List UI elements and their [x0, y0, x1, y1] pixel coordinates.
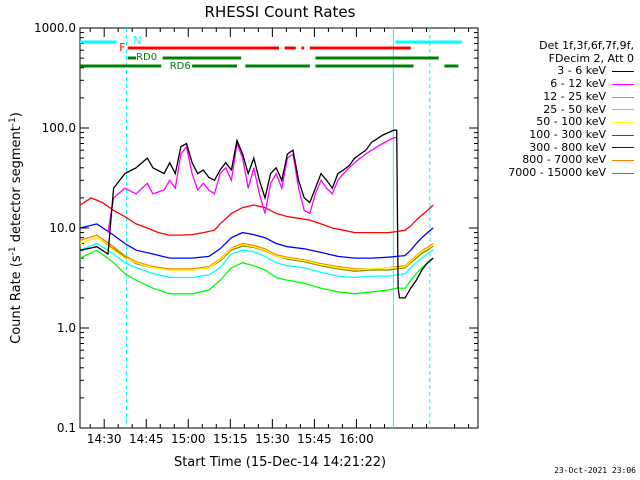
flare-flag-label: F	[119, 41, 125, 54]
series-line-2	[79, 249, 434, 295]
x-tick-label: 15:30	[255, 432, 290, 446]
legend-header-text-2: FDecim 2, Att 0	[548, 51, 634, 65]
generation-timestamp: 23-Oct-2021 23:06	[554, 466, 636, 475]
legend-entry: 3 - 6 keV	[478, 65, 634, 78]
legend-swatch	[612, 109, 634, 111]
x-tick-label: 15:00	[171, 432, 206, 446]
y-axis-label-sup2: -1	[8, 117, 18, 126]
legend-entry: 800 - 7000 keV	[478, 154, 634, 167]
legend-header-line-1: Det 1f,3f,6f,7f,9f,	[478, 39, 634, 53]
legend-entry: 300 - 800 keV	[478, 140, 634, 155]
x-tick-label: 15:45	[297, 432, 332, 446]
legend-entry: 50 - 100 keV	[478, 116, 634, 129]
y-axis-label-sup1: -1	[8, 246, 18, 255]
legend-entry-label: 100 - 300 keV	[529, 127, 606, 141]
y-axis-label-end: )	[9, 112, 24, 117]
x-tick-label: 14:45	[129, 432, 164, 446]
y-tick-label: 1.0	[57, 321, 76, 335]
series-line-3	[79, 242, 434, 279]
y-axis-label-main: Count Rate (s	[9, 255, 24, 344]
series-line-7	[79, 234, 434, 270]
series-line-6	[79, 223, 434, 259]
legend-entry: 100 - 300 keV	[478, 127, 634, 142]
series-line-5	[79, 197, 434, 236]
x-tick-label: 15:15	[213, 432, 248, 446]
y-tick-label: 0.1	[57, 421, 76, 435]
rd6-flag-label: RD6	[170, 61, 191, 72]
y-axis-label: Count Rate (s-1 detector segment-1)	[8, 112, 24, 344]
legend-entry: 12 - 25 keV	[478, 89, 634, 104]
legend-entry: 6 - 12 keV	[478, 77, 634, 91]
legend-header-line-2: FDecim 2, Att 0	[478, 51, 634, 66]
legend-entry: 25 - 50 keV	[478, 102, 634, 117]
legend-entry: 7000 - 15000 keV	[478, 166, 634, 180]
plot-frame	[79, 27, 479, 429]
legend-swatch	[612, 122, 634, 124]
y-tick-label: 1000.0	[34, 21, 76, 35]
x-tick-label: 14:30	[87, 432, 122, 446]
legend-entry-label: 25 - 50 keV	[543, 102, 606, 116]
legend-header-text-1: Det 1f,3f,6f,7f,9f,	[539, 39, 634, 52]
legend-swatch	[612, 147, 634, 149]
legend-swatch	[612, 83, 634, 85]
y-tick-label: 100.0	[42, 121, 76, 135]
plot-area: 0.1 1.0 10.0 100.0 1000.0 14:30 14:45 15:00 15:1…	[34, 21, 479, 446]
legend-entry-label: 6 - 12 keV	[550, 77, 606, 91]
x-tick-label: 16:00	[339, 432, 374, 446]
y-tick-label: 10.0	[49, 221, 76, 235]
series-line-1	[107, 137, 397, 233]
x-axis-label: Start Time (15-Dec-14 14:21:22)	[174, 455, 386, 470]
legend-swatch	[612, 96, 634, 98]
legend: Det 1f,3f,6f,7f,9f, FDecim 2, Att 0 3 - …	[478, 39, 634, 180]
legend-swatch	[612, 160, 634, 162]
legend-swatch	[612, 71, 634, 73]
night-flag-label: N	[133, 34, 141, 47]
legend-entry-label: 7000 - 15000 keV	[508, 166, 606, 180]
series-line-0	[79, 129, 434, 299]
rd0-flag-label: RD0	[136, 52, 157, 63]
legend-swatch	[612, 172, 634, 174]
series-line-4	[79, 236, 434, 271]
legend-entries: 3 - 6 keV 6 - 12 keV 12 - 25 keV 25 - 50 ke…	[478, 65, 634, 179]
legend-entry-label: 12 - 25 keV	[543, 89, 606, 103]
legend-entry-label: 3 - 6 keV	[557, 64, 606, 78]
legend-entry-label: 800 - 7000 keV	[522, 153, 606, 167]
y-axis-label-mid: detector segment	[9, 126, 24, 246]
legend-entry-label: 300 - 800 keV	[529, 140, 606, 154]
legend-entry-label: 50 - 100 keV	[536, 115, 606, 129]
legend-swatch	[612, 134, 634, 136]
chart-title: RHESSI Count Rates	[205, 3, 356, 21]
